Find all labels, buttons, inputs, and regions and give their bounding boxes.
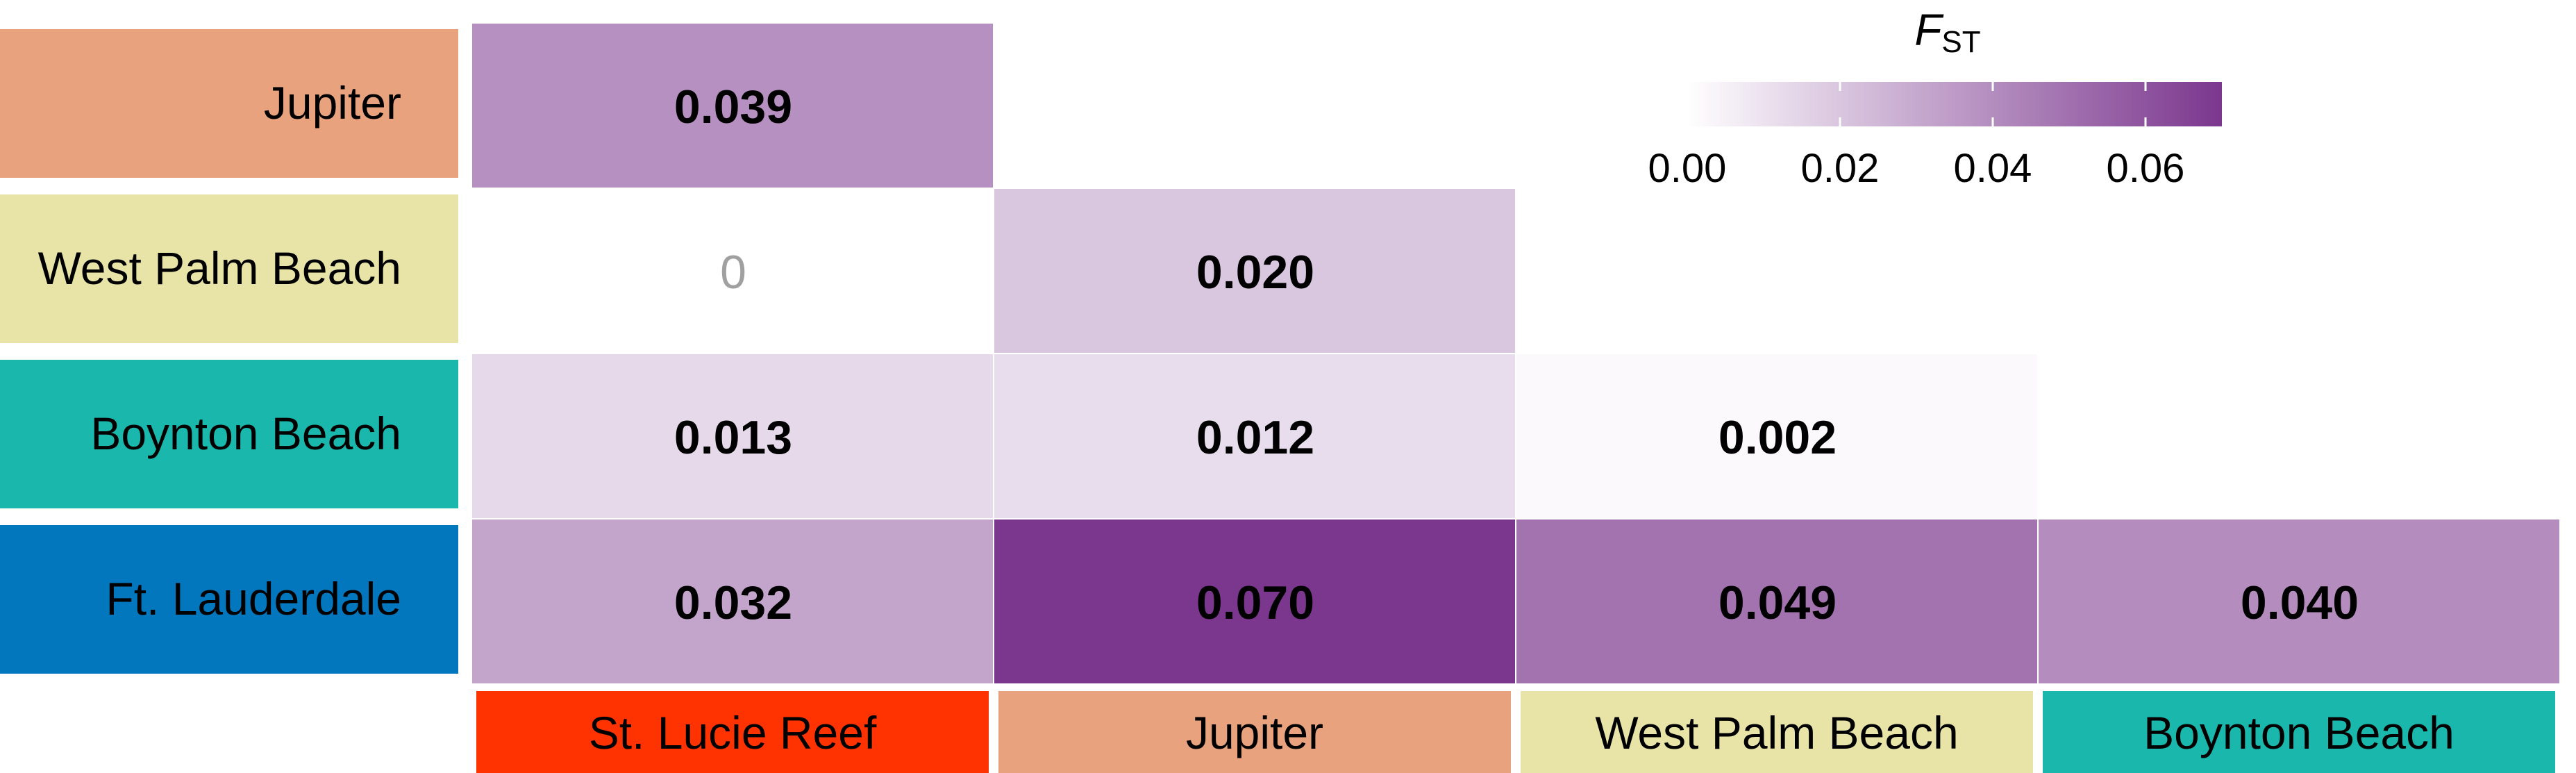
column-label-box <box>998 691 1511 773</box>
heatmap-cell-fill <box>1516 354 2037 518</box>
column-label-box <box>1521 691 2033 773</box>
heatmap-cell: 0.013 <box>472 354 993 518</box>
heatmap-cell: 0.002 <box>1516 354 2037 518</box>
column-label: West Palm Beach <box>1521 691 2033 773</box>
legend-title: FST <box>1914 5 1980 59</box>
row-labels: Jupiter West Palm Beach Boynton Beach Ft. L… <box>0 29 458 674</box>
heatmap-cell-label: 0.012 <box>1196 411 1314 464</box>
heatmap-cell-label: 0.032 <box>674 576 792 629</box>
row-label-box <box>0 29 458 178</box>
heatmap-cell-label: 0 <box>720 246 746 299</box>
heatmap-cell-label: 0.002 <box>1718 411 1837 464</box>
column-label-box <box>476 691 989 773</box>
legend-title-subscript: ST <box>1941 25 1980 59</box>
heatmap-cell-label: 0.020 <box>1196 246 1314 299</box>
heatmap-cell: 0.070 <box>994 520 1515 683</box>
legend-title-main: F <box>1914 5 1944 55</box>
column-label: St. Lucie Reef <box>476 691 989 773</box>
row-label: West Palm Beach <box>0 194 458 343</box>
legend-tick-label: 0.04 <box>1954 146 2032 191</box>
legend-tick-label: 0.06 <box>2107 146 2185 191</box>
row-label-text: Boynton Beach <box>90 408 401 459</box>
column-label: Boynton Beach <box>2043 691 2555 773</box>
row-label-text: Jupiter <box>264 77 401 128</box>
row-label: Boynton Beach <box>0 360 458 508</box>
heatmap-cell-fill <box>472 520 993 683</box>
heatmap-cell: 0.039 <box>472 24 993 188</box>
heatmap-cell: 0.040 <box>2039 520 2559 683</box>
heatmap-cell-fill <box>472 24 993 188</box>
heatmap-cell-label: 0.039 <box>674 81 792 133</box>
row-label: Ft. Lauderdale <box>0 525 458 674</box>
heatmap-cells: 0.039 0 0.020 0.013 0.012 0.002 0.032 0.070 0.04… <box>472 24 2559 683</box>
heatmap-cell-fill <box>994 189 1515 353</box>
column-labels: St. Lucie Reef Jupiter West Palm Beach Boyn… <box>476 691 2555 773</box>
row-label: Jupiter <box>0 29 458 178</box>
heatmap-cell: 0.032 <box>472 520 993 683</box>
row-label-box <box>0 525 458 674</box>
heatmap-cell: 0.012 <box>994 354 1515 518</box>
legend-tick-label: 0.00 <box>1648 146 1727 191</box>
heatmap-cell-fill <box>994 520 1515 683</box>
legend-ticks: 0.00 0.02 0.04 0.06 <box>1648 82 2185 191</box>
row-label-box <box>0 360 458 508</box>
heatmap-cell-fill <box>2039 520 2559 683</box>
heatmap-cell-fill <box>1516 520 2037 683</box>
heatmap-cell-label: 0.013 <box>674 411 792 464</box>
heatmap-cell: 0.020 <box>994 189 1515 353</box>
heatmap-cell-fill <box>994 354 1515 518</box>
column-label-box <box>2043 691 2555 773</box>
row-label-box <box>0 194 458 343</box>
legend-colorbar <box>1687 82 2222 126</box>
heatmap-cell: 0.049 <box>1516 520 2037 683</box>
heatmap-cell-label: 0.070 <box>1196 576 1314 629</box>
row-label-text: Ft. Lauderdale <box>106 573 401 624</box>
column-label-text: St. Lucie Reef <box>589 707 877 758</box>
color-legend: FST 0.00 0.02 0.04 0.06 <box>1648 5 2222 191</box>
heatmap-cell-fill <box>472 189 993 353</box>
column-label-text: Jupiter <box>1186 707 1323 758</box>
column-label: Jupiter <box>998 691 1511 773</box>
heatmap-cell-fill <box>472 354 993 518</box>
column-label-text: Boynton Beach <box>2143 707 2454 758</box>
heatmap-cell-label: 0.049 <box>1718 576 1837 629</box>
row-label-text: West Palm Beach <box>38 242 401 294</box>
heatmap-cell: 0 <box>472 189 993 353</box>
legend-tick-label: 0.02 <box>1801 146 1880 191</box>
column-label-text: West Palm Beach <box>1595 707 1958 758</box>
heatmap-cell-label: 0.040 <box>2241 576 2359 629</box>
